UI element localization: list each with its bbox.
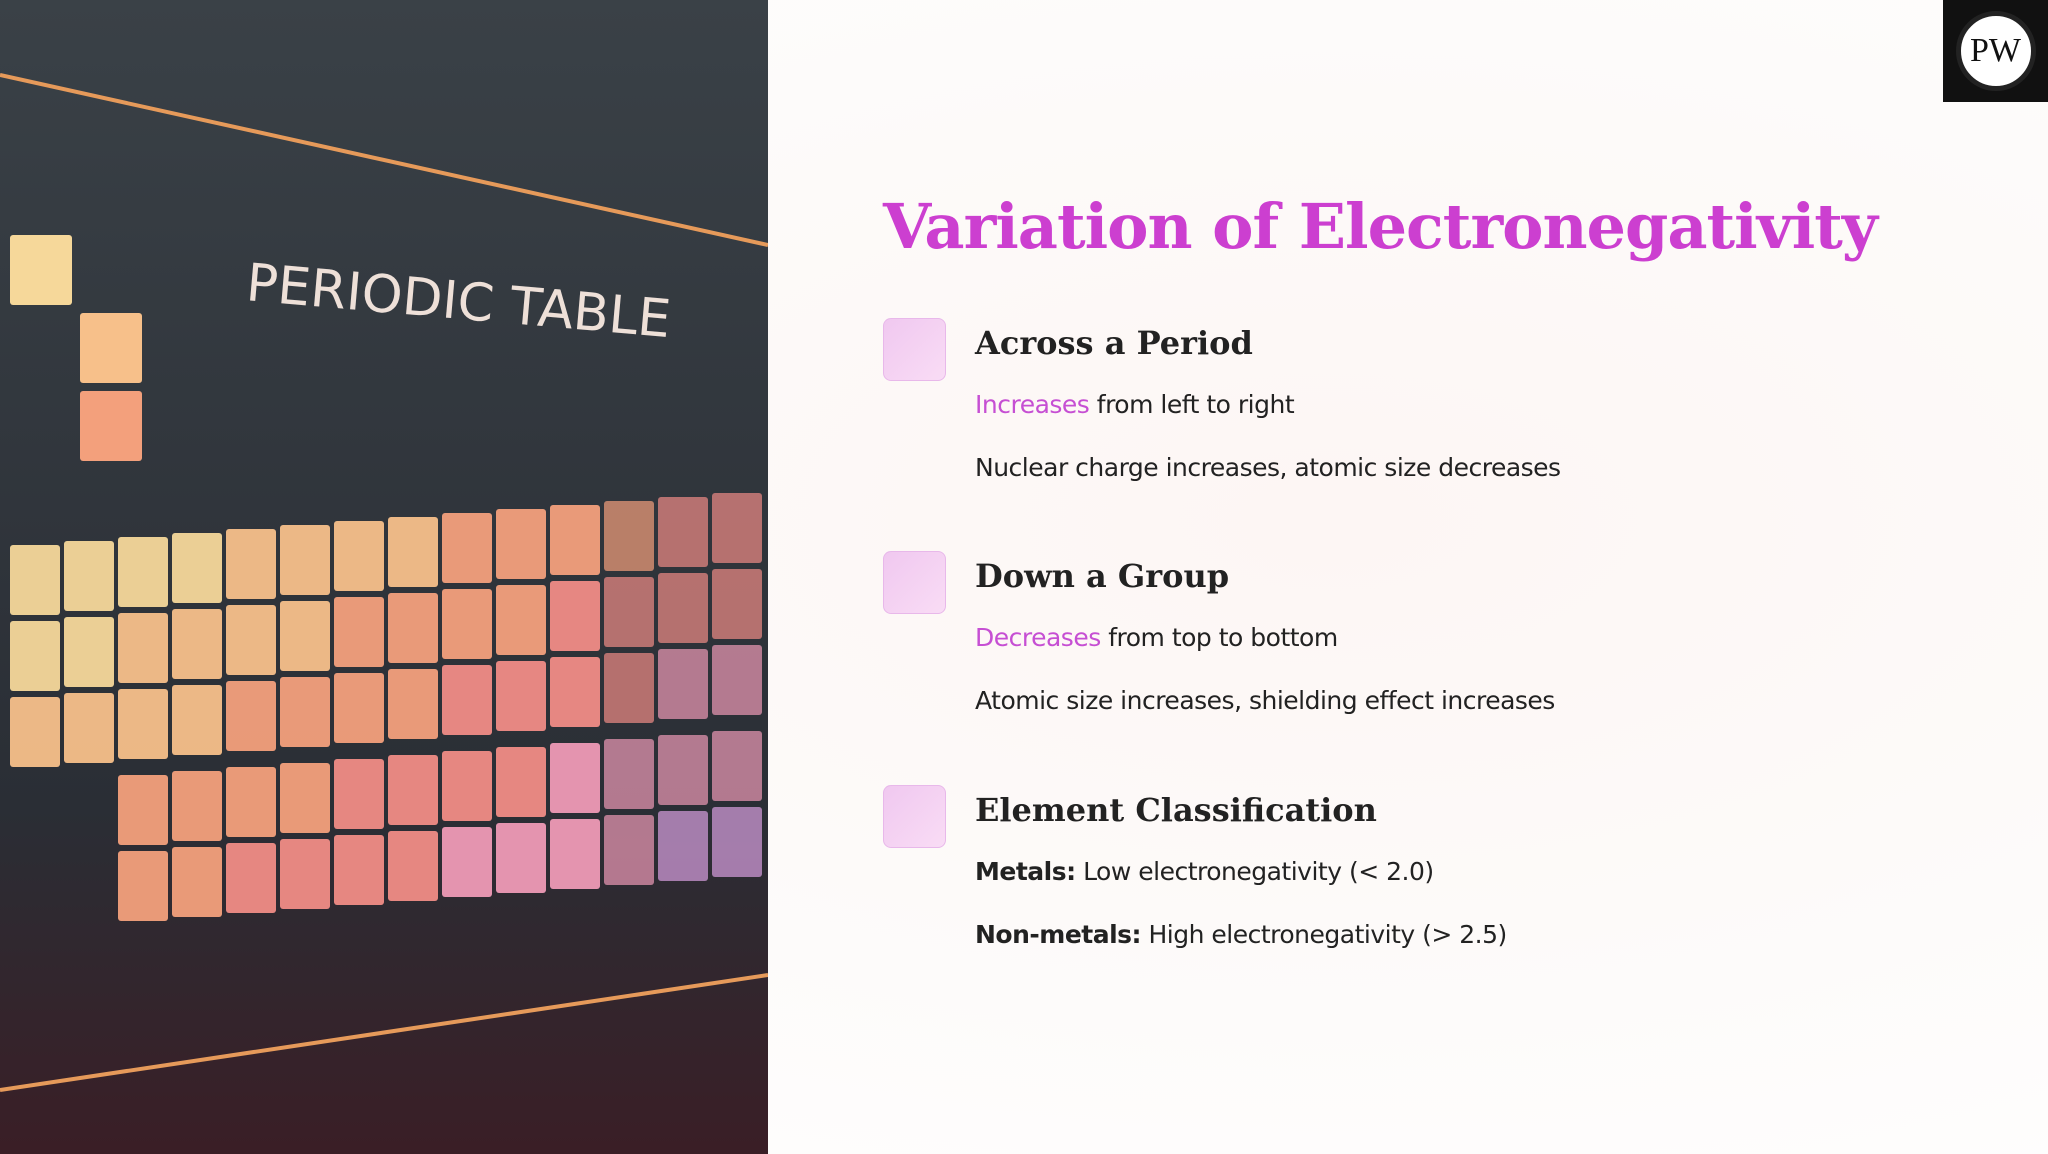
element-tile [604,739,654,809]
element-tile [334,521,384,591]
element-tile [604,815,654,885]
element-tile [118,689,168,759]
element-tile [118,851,168,921]
periodic-table-photo: PERIODIC TABLE [0,0,768,1154]
element-tile [442,751,492,821]
element-tile [712,569,762,639]
element-tile [334,759,384,829]
element-tile [172,847,222,917]
section-line: Metals: Low electronegativity (< 2.0) [975,857,1434,886]
element-tile [10,621,60,691]
element-tile [442,827,492,897]
element-tile [550,743,600,813]
section-line: Decreases from top to bottom [975,623,1338,652]
element-tile [10,545,60,615]
element-tile [10,697,60,767]
element-tile [118,537,168,607]
logo: PW [1943,0,2048,102]
section-icon [883,318,946,381]
line-text: from top to bottom [1108,623,1338,652]
element-tile [64,541,114,611]
section-line: Non-metals: High electronegativity (> 2.… [975,920,1507,949]
tile-grid [10,235,762,921]
section-icon [883,785,946,848]
element-tile [658,649,708,719]
element-tile [712,493,762,563]
element-tile [172,685,222,755]
element-tile [226,681,276,751]
element-tile [712,645,762,715]
element-tile [172,533,222,603]
element-tile [496,661,546,731]
slide-title: Variation of Electronegativity [883,190,1878,263]
element-tile [712,807,762,877]
element-tile [658,735,708,805]
logo-text: PW [1955,11,2036,91]
line-text: from left to right [1096,390,1295,419]
frame-edge [0,73,768,247]
element-tile [496,509,546,579]
element-tile [388,755,438,825]
element-tile [118,775,168,845]
element-tile [496,823,546,893]
element-tile [658,573,708,643]
line-text: Decreases [975,623,1101,652]
element-tile [550,581,600,651]
line-text: Non-metals: [975,920,1142,949]
element-tile [80,313,142,383]
element-tile [442,589,492,659]
element-tile [604,653,654,723]
line-text: Atomic size increases, shielding effect … [975,686,1555,715]
section-icon [883,551,946,614]
element-tile [442,665,492,735]
line-text: Low electronegativity (< 2.0) [1083,857,1434,886]
element-tile [388,669,438,739]
section-heading: Across a Period [975,324,1253,362]
element-tile [712,731,762,801]
section-heading: Down a Group [975,557,1230,595]
element-tile [118,613,168,683]
element-tile [280,763,330,833]
element-tile [280,677,330,747]
section-heading: Element Classification [975,791,1377,829]
section-line: Atomic size increases, shielding effect … [975,686,1555,715]
element-tile [334,597,384,667]
element-tile [550,819,600,889]
element-tile [388,517,438,587]
element-tile [80,391,142,461]
element-tile [658,811,708,881]
element-tile [226,843,276,913]
line-text: Nuclear charge increases, atomic size de… [975,453,1561,482]
element-tile [226,529,276,599]
element-tile [388,831,438,901]
line-text: High electronegativity (> 2.5) [1148,920,1508,949]
element-tile [226,767,276,837]
line-text: Increases [975,390,1090,419]
element-tile [280,839,330,909]
element-tile [226,605,276,675]
element-tile [604,577,654,647]
element-tile [496,585,546,655]
element-tile [64,693,114,763]
element-tile [64,617,114,687]
element-tile [658,497,708,567]
element-tile [334,673,384,743]
section-line: Nuclear charge increases, atomic size de… [975,453,1561,482]
element-tile [604,501,654,571]
element-tile [496,747,546,817]
element-tile [280,525,330,595]
element-tile [334,835,384,905]
element-tile [172,771,222,841]
element-tile [388,593,438,663]
element-tile [442,513,492,583]
element-tile [172,609,222,679]
element-tile [550,505,600,575]
element-tile [10,235,72,305]
frame-edge [0,973,768,1092]
element-tile [550,657,600,727]
section-line: Increases from left to right [975,390,1295,419]
line-text: Metals: [975,857,1076,886]
element-tile [280,601,330,671]
